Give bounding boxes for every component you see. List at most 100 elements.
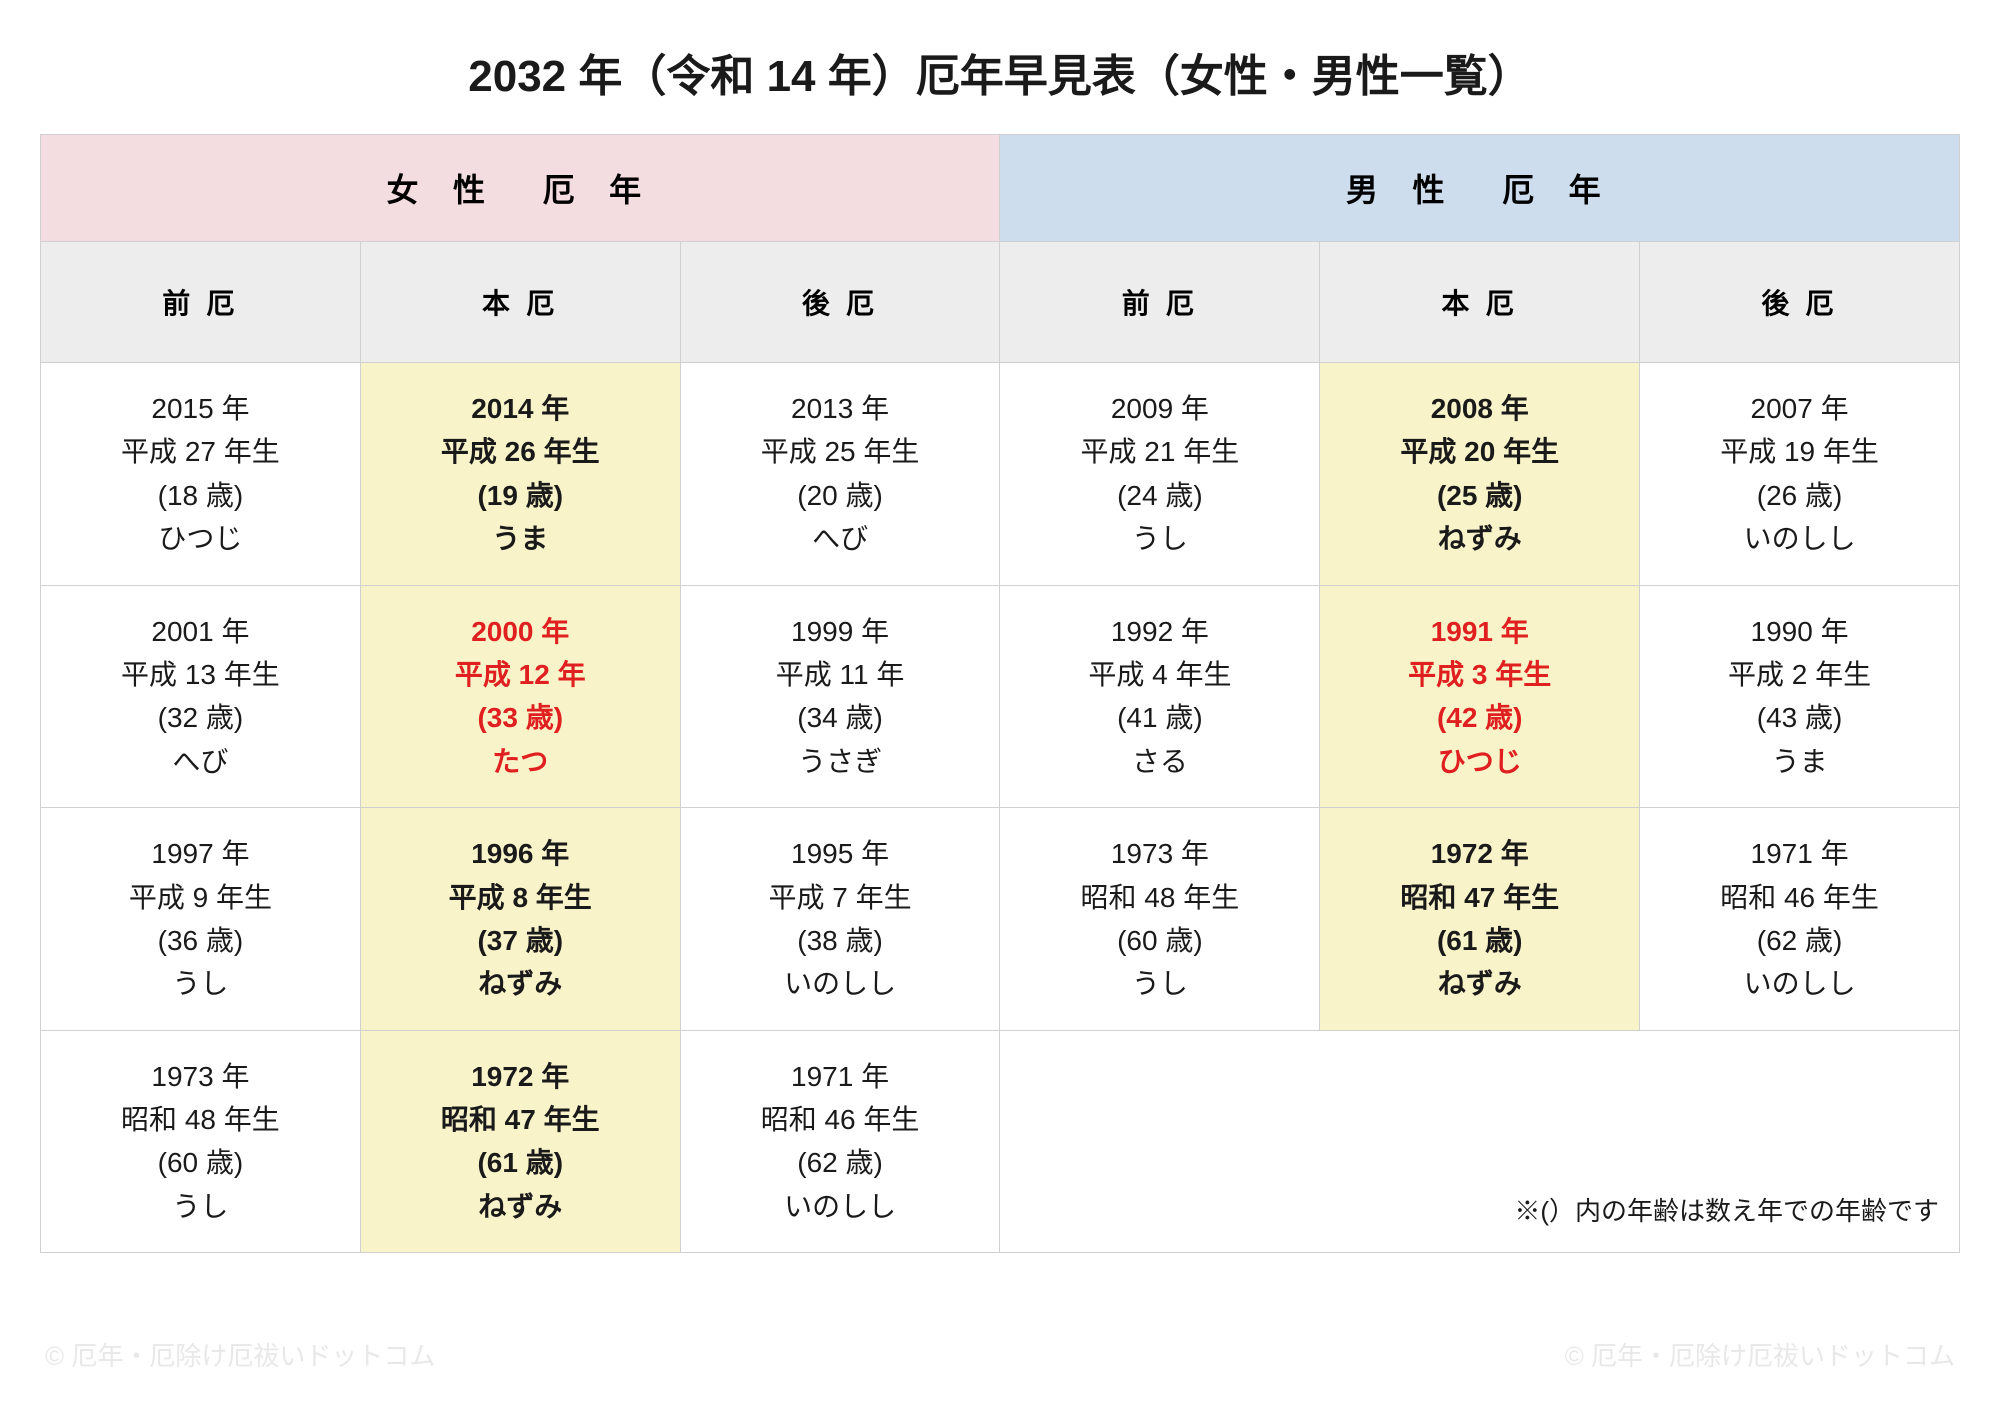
- table-cell: 1972 年 昭和 47 年生 (61 歳) ねずみ: [360, 1030, 680, 1253]
- cell-era: 平成 25 年生: [691, 430, 990, 473]
- header-female: 女 性 厄 年: [41, 135, 1000, 242]
- cell-year: 1992 年: [1010, 610, 1309, 653]
- header-male: 男 性 厄 年: [1000, 135, 1960, 242]
- cell-zodiac: ねずみ: [371, 962, 670, 1005]
- cell-era: 平成 27 年生: [51, 430, 350, 473]
- cell-era: 平成 21 年生: [1010, 430, 1309, 473]
- cell-era: 平成 12 年: [371, 653, 670, 696]
- cell-zodiac: うま: [1650, 740, 1949, 783]
- cell-age: (34 歳): [691, 696, 990, 739]
- table-cell: 1997 年 平成 9 年生 (36 歳) うし: [41, 808, 361, 1031]
- cell-age: (43 歳): [1650, 696, 1949, 739]
- cell-era: 昭和 47 年生: [1330, 876, 1629, 919]
- table-cell: 2007 年 平成 19 年生 (26 歳) いのしし: [1640, 363, 1960, 586]
- cell-zodiac: いのしし: [1650, 517, 1949, 560]
- cell-age: (20 歳): [691, 474, 990, 517]
- sub-header: 前 厄: [41, 242, 361, 363]
- table-cell: 2014 年 平成 26 年生 (19 歳) うま: [360, 363, 680, 586]
- cell-year: 2007 年: [1650, 387, 1949, 430]
- cell-zodiac: へび: [691, 517, 990, 560]
- cell-age: (19 歳): [371, 474, 670, 517]
- table-cell: 1972 年 昭和 47 年生 (61 歳) ねずみ: [1320, 808, 1640, 1031]
- cell-age: (62 歳): [691, 1141, 990, 1184]
- cell-zodiac: ねずみ: [1330, 517, 1629, 560]
- watermark-right: © 厄年・厄除け厄祓いドットコム: [1565, 1336, 1955, 1373]
- cell-era: 平成 7 年生: [691, 876, 990, 919]
- cell-age: (18 歳): [51, 474, 350, 517]
- cell-age: (37 歳): [371, 919, 670, 962]
- cell-era: 平成 3 年生: [1330, 653, 1629, 696]
- cell-year: 1971 年: [1650, 832, 1949, 875]
- sub-header: 本 厄: [360, 242, 680, 363]
- cell-era: 昭和 46 年生: [691, 1098, 990, 1141]
- table-cell: 2009 年 平成 21 年生 (24 歳) うし: [1000, 363, 1320, 586]
- cell-era: 昭和 48 年生: [1010, 876, 1309, 919]
- cell-zodiac: へび: [51, 740, 350, 783]
- cell-year: 2001 年: [51, 610, 350, 653]
- cell-zodiac: ねずみ: [371, 1185, 670, 1228]
- table-cell: 2001 年 平成 13 年生 (32 歳) へび: [41, 585, 361, 808]
- table-cell: 1995 年 平成 7 年生 (38 歳) いのしし: [680, 808, 1000, 1031]
- cell-era: 平成 26 年生: [371, 430, 670, 473]
- cell-zodiac: ひつじ: [51, 517, 350, 560]
- cell-age: (60 歳): [51, 1141, 350, 1184]
- table-cell: 1971 年 昭和 46 年生 (62 歳) いのしし: [680, 1030, 1000, 1253]
- cell-zodiac: さる: [1010, 740, 1309, 783]
- cell-zodiac: いのしし: [691, 1185, 990, 1228]
- cell-age: (25 歳): [1330, 474, 1629, 517]
- cell-age: (24 歳): [1010, 474, 1309, 517]
- cell-age: (26 歳): [1650, 474, 1949, 517]
- cell-era: 平成 19 年生: [1650, 430, 1949, 473]
- table-row: 1973 年 昭和 48 年生 (60 歳) うし 1972 年 昭和 47 年…: [41, 1030, 1960, 1253]
- cell-age: (60 歳): [1010, 919, 1309, 962]
- cell-zodiac: ねずみ: [1330, 962, 1629, 1005]
- cell-year: 1973 年: [1010, 832, 1309, 875]
- table-body: 2015 年 平成 27 年生 (18 歳) ひつじ 2014 年 平成 26 …: [41, 363, 1960, 1253]
- table-cell: 1971 年 昭和 46 年生 (62 歳) いのしし: [1640, 808, 1960, 1031]
- cell-zodiac: たつ: [371, 740, 670, 783]
- cell-year: 2015 年: [51, 387, 350, 430]
- cell-era: 昭和 48 年生: [51, 1098, 350, 1141]
- cell-era: 平成 9 年生: [51, 876, 350, 919]
- cell-year: 1996 年: [371, 832, 670, 875]
- cell-age: (36 歳): [51, 919, 350, 962]
- yakudoshi-table: 女 性 厄 年 男 性 厄 年 前 厄 本 厄 後 厄 前 厄 本 厄 後 厄 …: [40, 134, 1960, 1253]
- cell-year: 2009 年: [1010, 387, 1309, 430]
- sub-header-row: 前 厄 本 厄 後 厄 前 厄 本 厄 後 厄: [41, 242, 1960, 363]
- cell-age: (62 歳): [1650, 919, 1949, 962]
- cell-zodiac: うさぎ: [691, 740, 990, 783]
- table-cell: 1992 年 平成 4 年生 (41 歳) さる: [1000, 585, 1320, 808]
- cell-year: 1990 年: [1650, 610, 1949, 653]
- table-cell: 1991 年 平成 3 年生 (42 歳) ひつじ: [1320, 585, 1640, 808]
- cell-era: 平成 13 年生: [51, 653, 350, 696]
- cell-zodiac: うし: [51, 962, 350, 1005]
- sub-header: 後 厄: [1640, 242, 1960, 363]
- table-cell: 2008 年 平成 20 年生 (25 歳) ねずみ: [1320, 363, 1640, 586]
- cell-zodiac: うし: [1010, 962, 1309, 1005]
- page-title: 2032 年（令和 14 年）厄年早見表（女性・男性一覧）: [40, 40, 1960, 104]
- sub-header: 後 厄: [680, 242, 1000, 363]
- watermark-left: © 厄年・厄除け厄祓いドットコム: [45, 1336, 435, 1373]
- cell-zodiac: うし: [1010, 517, 1309, 560]
- table-cell: 2013 年 平成 25 年生 (20 歳) へび: [680, 363, 1000, 586]
- table-cell: 1996 年 平成 8 年生 (37 歳) ねずみ: [360, 808, 680, 1031]
- table-row: 1997 年 平成 9 年生 (36 歳) うし 1996 年 平成 8 年生 …: [41, 808, 1960, 1031]
- table-cell: 2015 年 平成 27 年生 (18 歳) ひつじ: [41, 363, 361, 586]
- cell-year: 1997 年: [51, 832, 350, 875]
- cell-zodiac: うま: [371, 517, 670, 560]
- cell-year: 1973 年: [51, 1055, 350, 1098]
- cell-zodiac: いのしし: [1650, 962, 1949, 1005]
- cell-year: 1972 年: [1330, 832, 1629, 875]
- table-row: 2015 年 平成 27 年生 (18 歳) ひつじ 2014 年 平成 26 …: [41, 363, 1960, 586]
- cell-era: 平成 2 年生: [1650, 653, 1949, 696]
- cell-zodiac: うし: [51, 1185, 350, 1228]
- cell-year: 1991 年: [1330, 610, 1629, 653]
- cell-age: (61 歳): [1330, 919, 1629, 962]
- table-cell: 1973 年 昭和 48 年生 (60 歳) うし: [1000, 808, 1320, 1031]
- cell-era: 平成 11 年: [691, 653, 990, 696]
- cell-era: 平成 20 年生: [1330, 430, 1629, 473]
- sub-header: 本 厄: [1320, 242, 1640, 363]
- table-cell: 1990 年 平成 2 年生 (43 歳) うま: [1640, 585, 1960, 808]
- table-cell: 2000 年 平成 12 年 (33 歳) たつ: [360, 585, 680, 808]
- cell-year: 2013 年: [691, 387, 990, 430]
